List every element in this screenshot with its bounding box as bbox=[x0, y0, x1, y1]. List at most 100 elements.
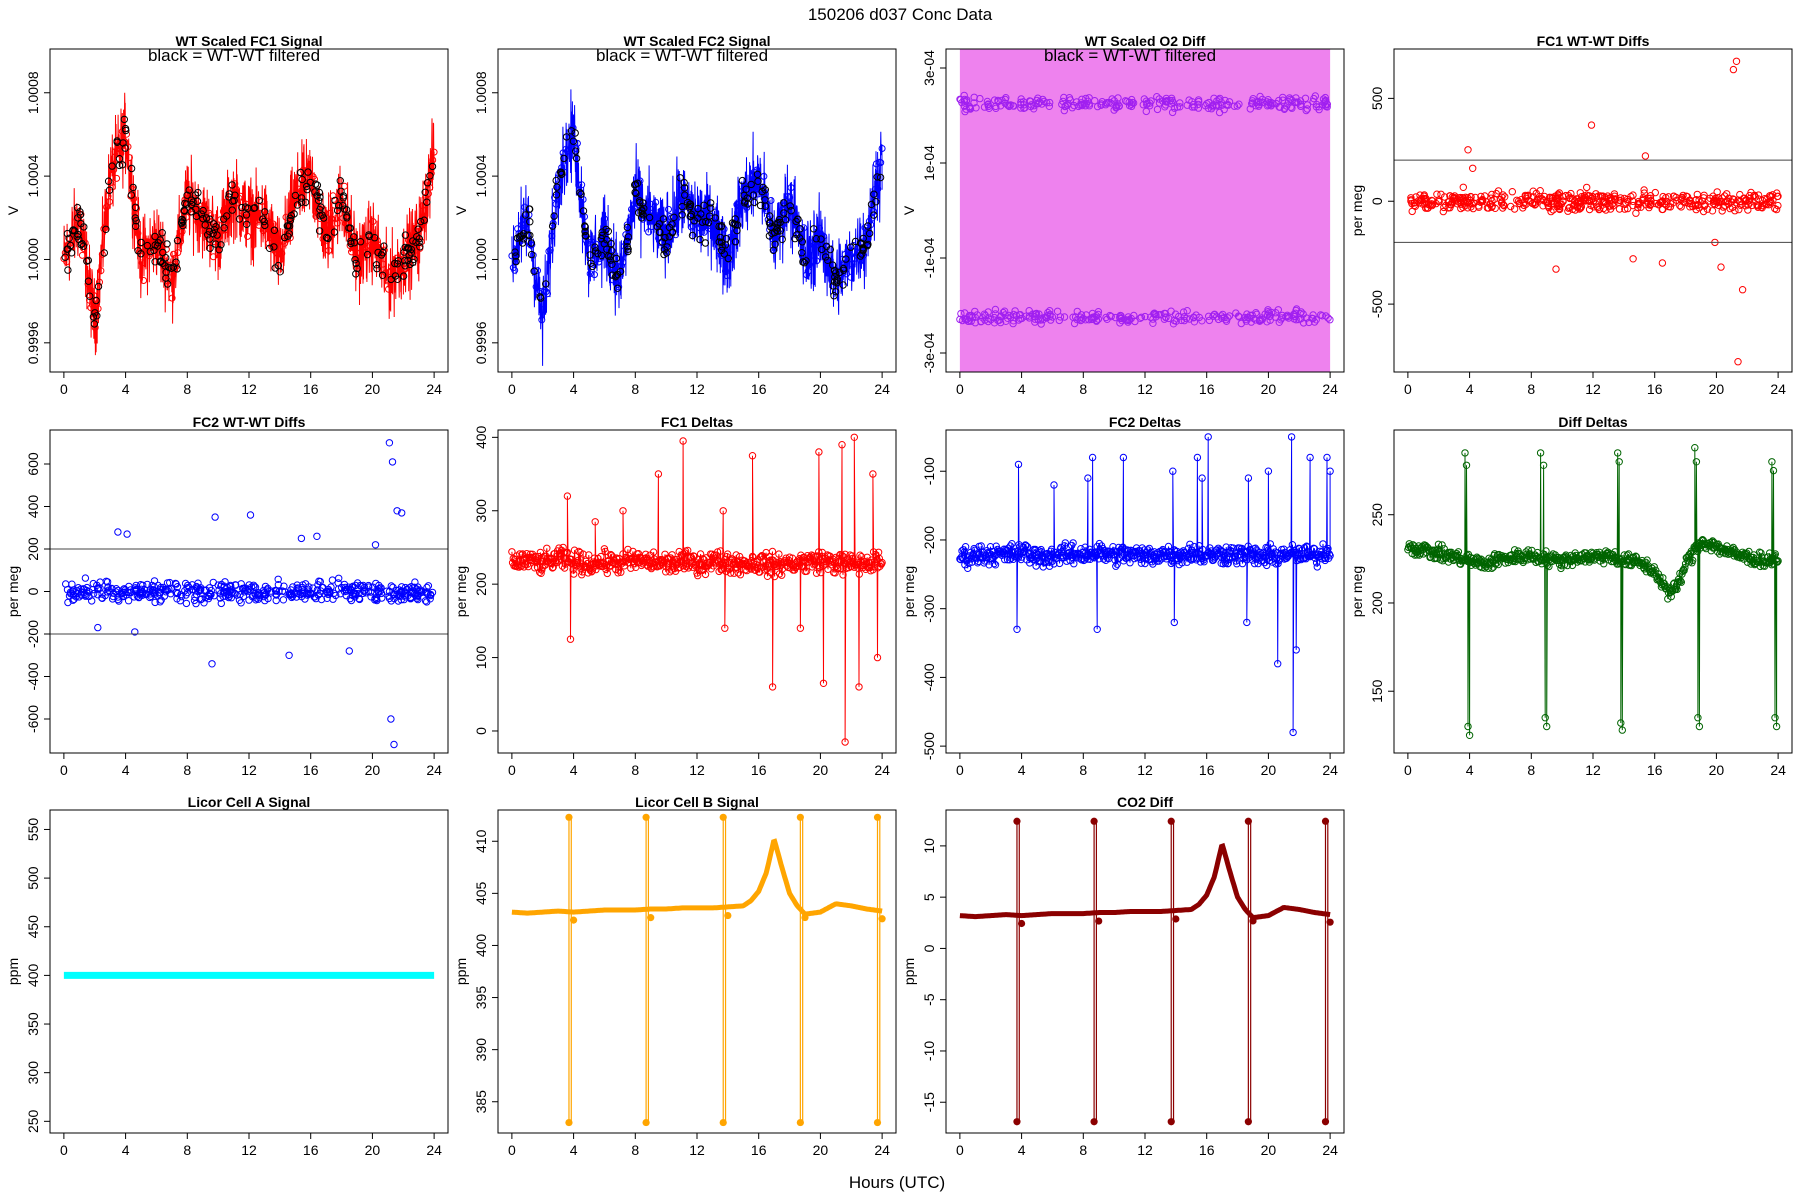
series-point bbox=[615, 566, 623, 574]
series-point bbox=[1207, 547, 1215, 555]
x-tick-label: 8 bbox=[1527, 381, 1535, 397]
series-point bbox=[1622, 560, 1630, 569]
data-point bbox=[1194, 100, 1202, 109]
data-point bbox=[1258, 95, 1267, 104]
signal-point bbox=[289, 201, 297, 209]
series-point bbox=[719, 507, 727, 515]
series-point bbox=[990, 559, 998, 568]
data-point bbox=[173, 595, 181, 603]
data-point bbox=[169, 263, 178, 271]
data-point bbox=[1277, 316, 1285, 324]
series-point bbox=[849, 554, 857, 563]
series-point bbox=[756, 568, 764, 576]
y-tick-label: 350 bbox=[25, 1012, 41, 1036]
series-point bbox=[961, 543, 970, 551]
plot-area bbox=[511, 813, 886, 1127]
signal-point bbox=[687, 223, 695, 231]
signal-point bbox=[130, 195, 138, 203]
data-point bbox=[1637, 203, 1645, 211]
series-point bbox=[1677, 578, 1686, 586]
series-point bbox=[1164, 542, 1173, 551]
series-point bbox=[1560, 553, 1568, 561]
data-point bbox=[393, 260, 402, 268]
data-point bbox=[616, 267, 625, 276]
x-tick-label: 4 bbox=[1466, 381, 1474, 397]
data-point bbox=[303, 182, 311, 191]
data-point bbox=[1736, 190, 1744, 199]
data-point bbox=[1609, 202, 1617, 210]
data-point bbox=[1308, 314, 1316, 322]
signal-point bbox=[673, 214, 681, 222]
data-point bbox=[759, 183, 767, 192]
spike-bottom-point bbox=[1244, 1118, 1252, 1126]
data-point bbox=[1556, 205, 1564, 214]
data-point bbox=[1488, 203, 1496, 211]
x-tick-label: 0 bbox=[1404, 762, 1412, 778]
spike-bottom-point bbox=[565, 1118, 573, 1127]
series-point bbox=[1022, 541, 1030, 550]
y-tick-label: 450 bbox=[25, 915, 41, 939]
series-point bbox=[1290, 550, 1298, 558]
y-tick-label: -200 bbox=[25, 620, 41, 648]
series-point bbox=[1287, 433, 1296, 441]
outlier-point bbox=[1641, 152, 1650, 160]
x-tick-label: 0 bbox=[956, 381, 964, 397]
series-point bbox=[1539, 461, 1548, 469]
data-point bbox=[542, 280, 550, 288]
series-point bbox=[563, 492, 572, 500]
y-tick-label: 385 bbox=[473, 1090, 489, 1114]
spike-top-point bbox=[1321, 817, 1330, 825]
spike-return-point bbox=[569, 916, 578, 924]
x-tick-label: 4 bbox=[570, 1142, 578, 1158]
data-point bbox=[213, 231, 221, 239]
panel-6: 0 4 8 12 16 20 24 0 100 200 300 400 per meg FC1 Delta… bbox=[453, 414, 897, 778]
data-point bbox=[1708, 207, 1717, 215]
data-point bbox=[1621, 200, 1629, 209]
data-point bbox=[148, 581, 156, 590]
series-point bbox=[649, 548, 658, 556]
data-point bbox=[598, 251, 606, 260]
data-point bbox=[870, 190, 878, 198]
y-tick-label: 300 bbox=[473, 499, 489, 523]
y-axis-label: V bbox=[901, 205, 917, 215]
data-point bbox=[397, 588, 405, 597]
series-point bbox=[1493, 559, 1501, 567]
series-point bbox=[1008, 540, 1016, 548]
series-point bbox=[1772, 722, 1781, 731]
data-point bbox=[212, 240, 220, 248]
signal-point bbox=[98, 250, 106, 258]
signal-point bbox=[215, 233, 223, 241]
series-point bbox=[1543, 722, 1551, 731]
data-point bbox=[1002, 317, 1010, 325]
signal-point bbox=[700, 228, 708, 236]
data-point bbox=[94, 282, 103, 291]
data-point bbox=[631, 181, 639, 189]
spike-top-point bbox=[1090, 817, 1098, 825]
data-point bbox=[1524, 191, 1532, 200]
data-point bbox=[1116, 313, 1124, 321]
data-point bbox=[421, 188, 429, 197]
data-point bbox=[830, 292, 838, 300]
data-point bbox=[1107, 312, 1115, 321]
data-point bbox=[1290, 310, 1298, 319]
series-point bbox=[627, 564, 635, 572]
signal-point bbox=[877, 159, 885, 167]
series-point bbox=[1681, 564, 1689, 572]
signal-point bbox=[328, 215, 336, 223]
outlier-point bbox=[114, 528, 122, 536]
data-point bbox=[572, 147, 580, 155]
outlier-point bbox=[246, 511, 255, 519]
y-tick-label: 5 bbox=[921, 893, 937, 901]
series-point bbox=[1434, 540, 1443, 548]
series-point bbox=[597, 552, 605, 561]
series-point bbox=[1678, 570, 1686, 578]
outlier-point bbox=[1729, 65, 1738, 74]
data-point bbox=[1303, 101, 1312, 109]
data-point bbox=[324, 234, 332, 243]
series-point bbox=[1084, 474, 1092, 482]
data-point bbox=[812, 235, 820, 243]
data-point bbox=[1224, 314, 1232, 322]
data-point bbox=[73, 203, 82, 212]
data-point bbox=[185, 186, 193, 194]
